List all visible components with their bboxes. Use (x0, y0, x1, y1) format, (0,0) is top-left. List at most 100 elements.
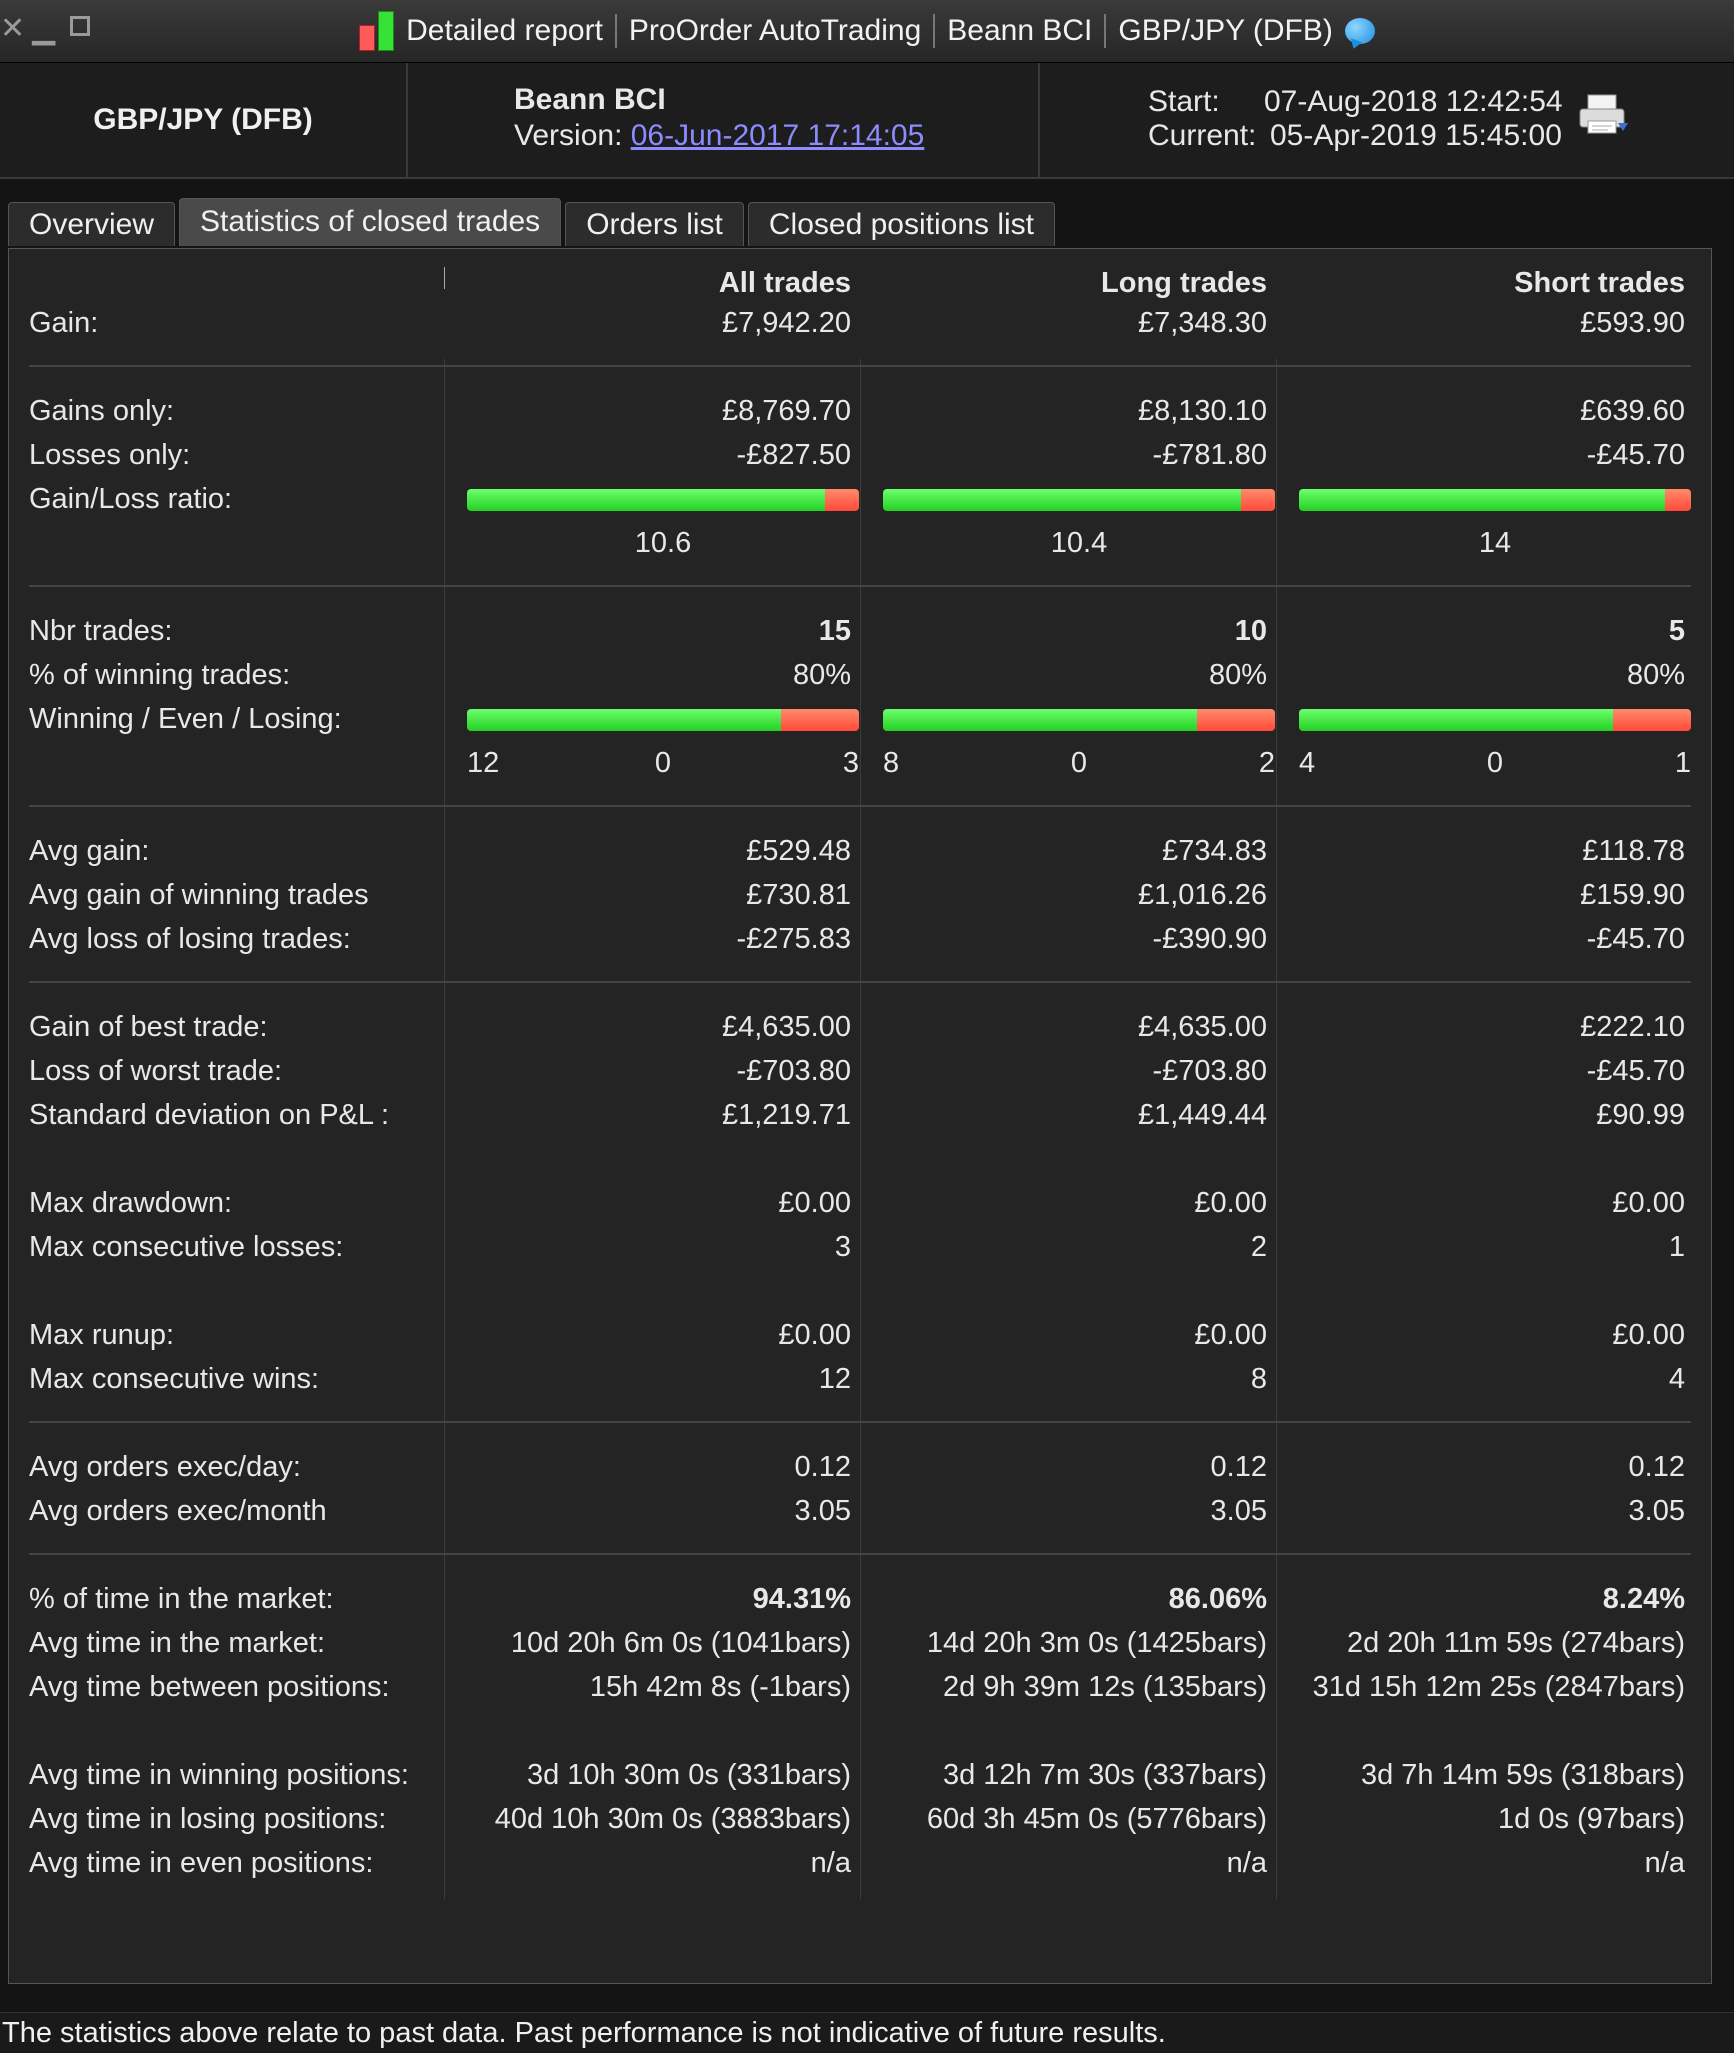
row-nbr-trades: Nbr trades: 15 10 5 (9, 609, 1713, 653)
value-short: 1d 0s (97bars) (1498, 1803, 1685, 1835)
value-short: 3d 7h 14m 59s (318bars) (1360, 1759, 1685, 1791)
value-short: 80% (1626, 659, 1685, 691)
row-label: Max drawdown: (29, 1187, 233, 1219)
title-proorder: ProOrder AutoTrading (614, 14, 921, 48)
value-short: £222.10 (1580, 1011, 1685, 1043)
gain-loss-bar-long (883, 489, 1275, 511)
value-long: £734.83 (1162, 835, 1267, 867)
row-label: Gain of best trade: (29, 1011, 268, 1043)
losing-count-short: 1 (1674, 747, 1691, 779)
value-long: 86.06% (1168, 1583, 1267, 1615)
header-long-trades: Long trades (1101, 267, 1267, 299)
value-all: -£703.80 (736, 1055, 852, 1087)
even-count-all: 0 (654, 747, 672, 779)
row-max-consec-wins: Max consecutive wins: 12 8 4 (9, 1357, 1713, 1401)
value-all: £7,942.20 (721, 307, 851, 339)
value-short: n/a (1644, 1847, 1685, 1879)
row-label: Avg loss of losing trades: (29, 923, 351, 955)
value-long: 80% (1208, 659, 1267, 691)
value-long: -£390.90 (1152, 923, 1268, 955)
instrument-name: GBP/JPY (DFB) (93, 103, 313, 136)
value-all: -£827.50 (736, 439, 852, 471)
wel-bar-all (467, 709, 859, 731)
maximize-icon[interactable] (70, 16, 90, 36)
candlestick-icon (359, 11, 395, 51)
row-avg-time-losing: Avg time in losing positions: 40d 10h 30… (9, 1797, 1713, 1841)
column-separator (444, 267, 445, 289)
row-gain: Gain: £7,942.20 £7,348.30 £593.90 (9, 301, 1713, 345)
value-long: 10 (1234, 615, 1267, 647)
value-short: 1 (1668, 1231, 1685, 1263)
winning-count-short: 4 (1299, 747, 1316, 779)
section-divider (29, 585, 1691, 587)
tab-bar: Overview Statistics of closed trades Ord… (8, 198, 1055, 248)
tab-orders-list[interactable]: Orders list (565, 202, 744, 246)
value-all: 12 (818, 1363, 851, 1395)
ratio-value-all: 10.6 (634, 527, 692, 559)
wel-bar-short (1299, 709, 1691, 731)
section-divider (29, 1421, 1691, 1423)
row-label: Gain/Loss ratio: (29, 483, 233, 515)
tab-statistics-closed-trades[interactable]: Statistics of closed trades (179, 198, 562, 246)
gain-loss-bar-short (1299, 489, 1691, 511)
losing-count-all: 3 (842, 747, 859, 779)
value-all: 3 (834, 1231, 851, 1263)
title-instrument: GBP/JPY (DFB) (1104, 14, 1333, 48)
strategy-name: Beann BCI (514, 83, 666, 116)
value-short: -£45.70 (1586, 1055, 1685, 1087)
printer-icon[interactable] (1578, 93, 1630, 139)
row-pct-time-market: % of time in the market: 94.31% 86.06% 8… (9, 1577, 1713, 1621)
value-all: £8,769.70 (721, 395, 851, 427)
value-all: -£275.83 (736, 923, 852, 955)
row-label: Avg time in the market: (29, 1627, 326, 1659)
ratio-value-long: 10.4 (1050, 527, 1108, 559)
row-label: Avg gain: (29, 835, 150, 867)
section-divider (29, 805, 1691, 807)
row-max-runup: Max runup: £0.00 £0.00 £0.00 (9, 1313, 1713, 1357)
value-short: 2d 20h 11m 59s (274bars) (1346, 1627, 1685, 1659)
row-std-dev: Standard deviation on P&L : £1,219.71 £1… (9, 1093, 1713, 1137)
row-label: Max consecutive losses: (29, 1231, 344, 1263)
ratio-red (825, 489, 859, 511)
value-all: 94.31% (752, 1583, 851, 1615)
value-short: 8.24% (1602, 1583, 1685, 1615)
row-avg-gain-winning: Avg gain of winning trades £730.81 £1,01… (9, 873, 1713, 917)
column-separator (444, 359, 445, 1899)
value-all: 0.12 (794, 1451, 851, 1483)
row-max-consec-losses: Max consecutive losses: 3 2 1 (9, 1225, 1713, 1269)
close-icon[interactable]: ✕ (0, 12, 26, 45)
current-label: Current: (1148, 119, 1257, 152)
value-all: 15h 42m 8s (-1bars) (589, 1671, 851, 1703)
current-value: 05-Apr-2019 15:45:00 (1270, 119, 1562, 152)
value-long: 14d 20h 3m 0s (1425bars) (926, 1627, 1267, 1659)
value-short: 5 (1668, 615, 1685, 647)
value-long: 2 (1250, 1231, 1267, 1263)
minimize-icon[interactable]: ▁ (32, 12, 56, 45)
losing-count-long: 2 (1258, 747, 1275, 779)
value-long: £1,016.26 (1137, 879, 1267, 911)
start-label: Start: (1148, 85, 1220, 118)
header-all-trades: All trades (718, 267, 851, 299)
value-long: 2d 9h 39m 12s (135bars) (942, 1671, 1267, 1703)
row-avg-gain: Avg gain: £529.48 £734.83 £118.78 (9, 829, 1713, 873)
value-long: n/a (1226, 1847, 1267, 1879)
row-label: Avg time in losing positions: (29, 1803, 387, 1835)
column-separator (860, 359, 861, 1899)
version-link[interactable]: 06-Jun-2017 17:14:05 (630, 119, 925, 152)
value-long: £4,635.00 (1137, 1011, 1267, 1043)
header-short-trades: Short trades (1514, 267, 1685, 299)
dates-cell: Start: 07-Aug-2018 12:42:54 Current: 05-… (1040, 63, 1734, 177)
losing-red (780, 709, 859, 731)
tab-overview[interactable]: Overview (8, 202, 176, 246)
value-all: 3.05 (794, 1495, 851, 1527)
row-label: Avg orders exec/day: (29, 1451, 301, 1483)
chat-bubble-icon[interactable] (1344, 18, 1375, 44)
tab-closed-positions-list[interactable]: Closed positions list (747, 202, 1055, 246)
row-avg-time-market: Avg time in the market: 10d 20h 6m 0s (1… (9, 1621, 1713, 1665)
value-short: -£45.70 (1586, 439, 1685, 471)
window-titlebar: ✕ ▁ Detailed report ProOrder AutoTrading… (0, 0, 1734, 63)
report-header: GBP/JPY (DFB) Beann BCI Version: 06-Jun-… (0, 63, 1734, 179)
row-gains-only: Gains only: £8,769.70 £8,130.10 £639.60 (9, 389, 1713, 433)
row-label: Avg time in even positions: (29, 1847, 374, 1879)
value-short: 4 (1668, 1363, 1685, 1395)
